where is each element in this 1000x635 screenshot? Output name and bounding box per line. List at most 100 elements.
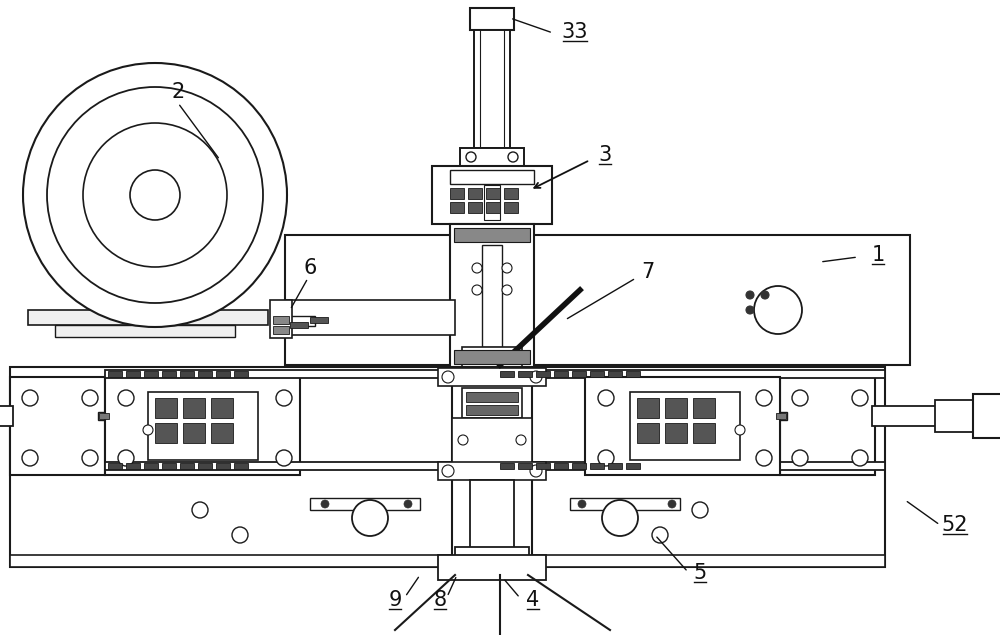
Bar xyxy=(183,423,205,443)
Bar xyxy=(504,188,518,199)
Circle shape xyxy=(602,500,638,536)
Bar xyxy=(450,202,464,213)
Bar xyxy=(452,368,532,568)
Circle shape xyxy=(276,390,292,406)
Text: 1: 1 xyxy=(871,245,885,265)
Text: 5: 5 xyxy=(693,563,707,583)
Bar xyxy=(438,462,546,480)
Bar xyxy=(180,463,194,469)
Circle shape xyxy=(735,425,745,435)
Bar xyxy=(234,463,248,469)
Bar xyxy=(455,547,529,577)
Circle shape xyxy=(130,170,180,220)
Bar xyxy=(0,406,13,426)
Circle shape xyxy=(746,306,754,314)
Circle shape xyxy=(352,500,388,536)
Bar xyxy=(973,394,1000,438)
Bar xyxy=(484,185,500,220)
Text: 3: 3 xyxy=(598,145,612,165)
Bar xyxy=(608,463,622,469)
Circle shape xyxy=(466,152,476,162)
Bar xyxy=(693,423,715,443)
Circle shape xyxy=(598,450,614,466)
Bar xyxy=(626,371,640,377)
Bar xyxy=(935,400,975,432)
Bar xyxy=(180,371,194,377)
Bar xyxy=(468,188,482,199)
Bar xyxy=(486,202,500,213)
Bar xyxy=(450,224,534,369)
Bar xyxy=(693,398,715,418)
Bar xyxy=(572,371,586,377)
Bar xyxy=(162,463,176,469)
Bar xyxy=(10,367,885,567)
Bar xyxy=(468,202,482,213)
Bar xyxy=(665,398,687,418)
Text: 9: 9 xyxy=(388,590,402,610)
Bar xyxy=(536,371,550,377)
Bar xyxy=(99,413,109,419)
Bar xyxy=(462,388,522,418)
Bar xyxy=(216,371,230,377)
Bar xyxy=(155,398,177,418)
Circle shape xyxy=(502,285,512,295)
Circle shape xyxy=(458,435,468,445)
Bar xyxy=(310,317,328,323)
Circle shape xyxy=(118,390,134,406)
Bar xyxy=(504,202,518,213)
Circle shape xyxy=(22,450,38,466)
Bar xyxy=(162,371,176,377)
Bar xyxy=(626,463,640,469)
Bar xyxy=(474,30,510,148)
Bar xyxy=(466,392,518,402)
Circle shape xyxy=(442,371,454,383)
Bar xyxy=(454,228,530,242)
Bar xyxy=(438,368,546,386)
Circle shape xyxy=(508,152,518,162)
Bar xyxy=(126,371,140,377)
Bar xyxy=(554,463,568,469)
Bar xyxy=(105,370,885,378)
Bar xyxy=(28,310,268,325)
Bar xyxy=(310,498,420,510)
Circle shape xyxy=(746,291,754,299)
Bar xyxy=(466,405,518,415)
Circle shape xyxy=(23,63,287,327)
Circle shape xyxy=(516,435,526,445)
Text: 33: 33 xyxy=(562,22,588,42)
Circle shape xyxy=(792,450,808,466)
Circle shape xyxy=(192,502,208,518)
Bar xyxy=(126,463,140,469)
Circle shape xyxy=(470,353,480,363)
Bar xyxy=(148,392,258,460)
Bar xyxy=(518,371,532,377)
Bar xyxy=(211,398,233,418)
Bar xyxy=(105,377,300,475)
Circle shape xyxy=(756,450,772,466)
Bar xyxy=(144,463,158,469)
Bar xyxy=(518,463,532,469)
Circle shape xyxy=(598,390,614,406)
Text: 52: 52 xyxy=(942,515,968,535)
Bar xyxy=(460,148,524,166)
Circle shape xyxy=(232,527,248,543)
Bar xyxy=(780,377,875,475)
Circle shape xyxy=(442,465,454,477)
Bar xyxy=(216,463,230,469)
Bar xyxy=(500,463,514,469)
Bar xyxy=(183,398,205,418)
Bar xyxy=(486,188,500,199)
Text: 6: 6 xyxy=(303,258,317,278)
Bar xyxy=(536,463,550,469)
Bar xyxy=(10,377,105,475)
Circle shape xyxy=(502,263,512,273)
Circle shape xyxy=(82,450,98,466)
Bar xyxy=(234,371,248,377)
Bar xyxy=(198,463,212,469)
Bar xyxy=(98,412,110,420)
Bar xyxy=(608,371,622,377)
Bar xyxy=(285,316,315,326)
Bar xyxy=(637,398,659,418)
Bar xyxy=(454,350,530,364)
Circle shape xyxy=(82,390,98,406)
